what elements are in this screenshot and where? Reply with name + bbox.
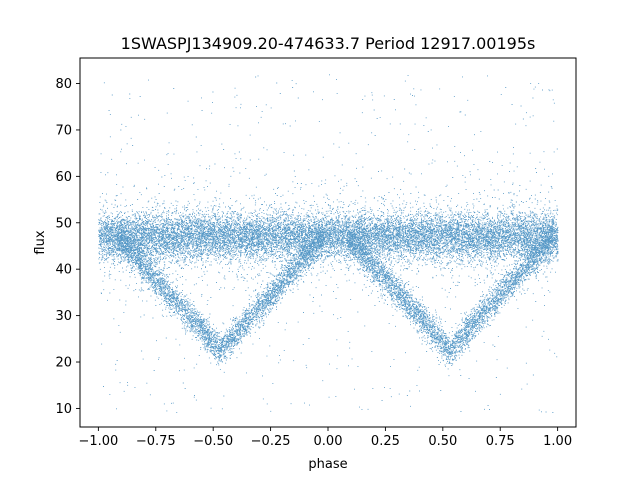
x-tick-label: −1.00 bbox=[78, 434, 118, 449]
y-tick-label: 10 bbox=[55, 402, 72, 417]
x-tick-label: 0.00 bbox=[314, 434, 343, 449]
x-tick-label: −0.75 bbox=[136, 434, 176, 449]
y-axis-label: flux bbox=[33, 230, 48, 254]
x-axis: −1.00 −0.75 −0.50 −0.25 0.00 0.25 0.50 0.75 1.00 bbox=[78, 427, 572, 449]
x-axis-label: phase bbox=[308, 457, 347, 472]
scatter-points bbox=[98, 74, 559, 414]
y-tick-label: 80 bbox=[55, 77, 72, 92]
x-tick-label: −0.25 bbox=[251, 434, 291, 449]
x-tick-label: 0.25 bbox=[371, 434, 400, 449]
y-tick-label: 20 bbox=[55, 356, 72, 371]
chart-title: 1SWASPJ134909.20-474633.7 Period 12917.0… bbox=[121, 34, 536, 53]
y-axis: 10 20 30 40 50 60 70 80 bbox=[55, 77, 80, 417]
y-tick-label: 70 bbox=[55, 123, 72, 138]
x-tick-label: −0.50 bbox=[193, 434, 233, 449]
y-tick-label: 50 bbox=[55, 216, 72, 231]
y-tick-label: 60 bbox=[55, 170, 72, 185]
y-tick-label: 40 bbox=[55, 263, 72, 278]
x-tick-label: 0.75 bbox=[486, 434, 515, 449]
x-tick-label: 0.50 bbox=[428, 434, 457, 449]
x-tick-label: 1.00 bbox=[543, 434, 572, 449]
data-points bbox=[98, 74, 559, 414]
y-tick-label: 30 bbox=[55, 309, 72, 324]
